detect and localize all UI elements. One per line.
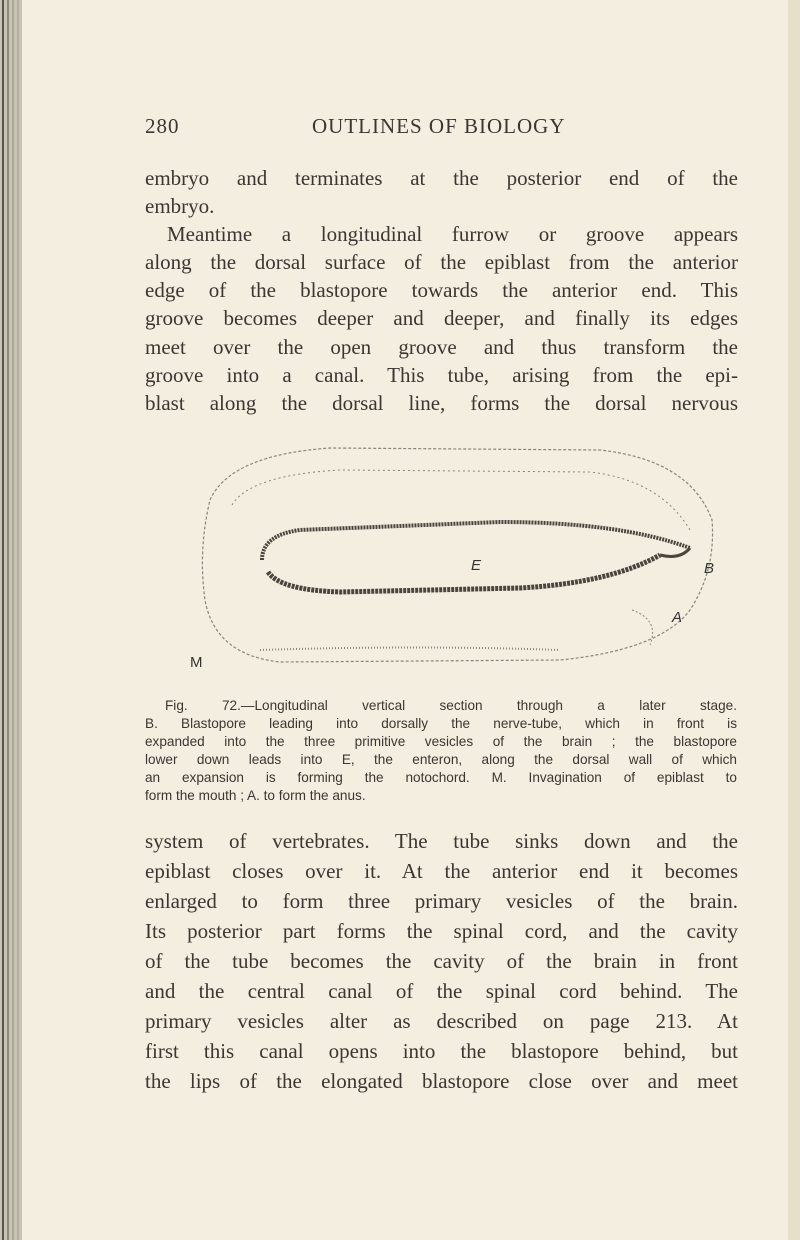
text-line: Its posterior part forms the spinal cord… [145, 919, 738, 943]
caption-line: expanded into the three primitive vesicl… [145, 734, 737, 749]
figure-label: E [471, 557, 482, 574]
running-title: OUTLINES OF BIOLOGY [312, 114, 566, 138]
text-line: first this canal opens into the blastopo… [145, 1039, 738, 1063]
figure-drawing [201, 447, 714, 663]
text-line: along the dorsal surface of the epiblast… [145, 250, 738, 274]
text-line: edge of the blastopore towards the anter… [145, 278, 738, 302]
text-line: groove becomes deeper and deeper, and fi… [145, 306, 738, 330]
figure-label: M [190, 654, 203, 671]
caption-line: an expansion is forming the notochord. M… [145, 770, 737, 785]
text-line: epiblast closes over it. At the anterior… [145, 859, 738, 883]
caption-line: form the mouth ; A. to form the anus. [145, 788, 366, 803]
text-line: enlarged to form three primary vesicles … [145, 889, 738, 913]
text-line: embryo. [145, 194, 215, 218]
text-line: the lips of the elongated blastopore clo… [145, 1069, 738, 1093]
text-line: system of vertebrates. The tube sinks do… [145, 829, 738, 853]
caption-line: B. Blastopore leading into dorsally the … [145, 716, 737, 731]
edge-shadow [788, 0, 800, 1240]
text-line: primary vesicles alter as described on p… [145, 1009, 738, 1033]
page-number: 280 [145, 114, 180, 138]
caption-line: Fig. 72.—Longitudinal vertical section t… [165, 698, 737, 713]
text-line: meet over the open groove and thus trans… [145, 335, 738, 359]
text-line: blast along the dorsal line, forms the d… [145, 391, 738, 415]
text-line: and the central canal of the spinal cord… [145, 979, 738, 1003]
text-line: Meantime a longitudinal furrow or groove… [167, 222, 738, 246]
caption-line: lower down leads into E, the enteron, al… [145, 752, 737, 767]
binding [0, 0, 22, 1240]
text-line: embryo and terminates at the posterior e… [145, 166, 738, 190]
text-line: groove into a canal. This tube, arising … [145, 363, 738, 387]
text-line: of the tube becomes the cavity of the br… [145, 949, 738, 973]
figure-label: B [704, 560, 714, 577]
figure-label: A [671, 609, 682, 626]
